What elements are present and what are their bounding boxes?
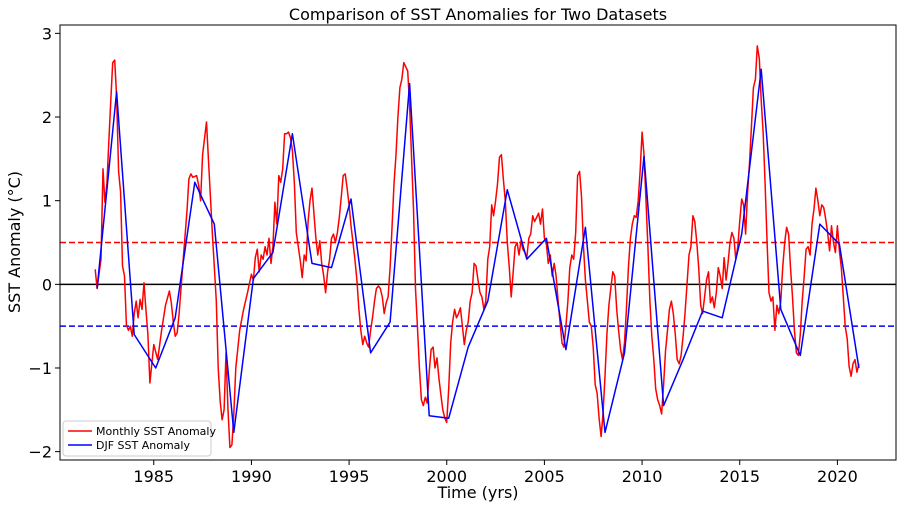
y-axis-label: SST Anomaly (°C) xyxy=(5,171,24,313)
plot-frame xyxy=(59,24,897,461)
series-line-djf-sst-anomaly xyxy=(96,68,860,434)
x-tick-label: 2020 xyxy=(817,467,858,486)
chart-title: Comparison of SST Anomalies for Two Data… xyxy=(289,5,667,24)
y-tick-label: 0 xyxy=(42,275,52,294)
legend: Monthly SST Anomaly DJF SST Anomaly xyxy=(62,420,216,457)
x-tick-label: 2005 xyxy=(524,467,565,486)
y-axis: −2 −1 0 1 2 3 xyxy=(28,24,60,462)
x-tick-label: 2000 xyxy=(426,467,467,486)
y-tick-label: 2 xyxy=(42,108,52,127)
y-tick-label: 1 xyxy=(42,192,52,211)
plot-area xyxy=(59,24,897,461)
x-tick-label: 2010 xyxy=(622,467,663,486)
x-axis: 1985 1990 1995 2000 2005 2010 2015 2020 xyxy=(133,460,858,486)
x-axis-label: Time (yrs) xyxy=(436,483,518,502)
legend-label-monthly: Monthly SST Anomaly xyxy=(96,425,216,438)
y-tick-label: −2 xyxy=(28,443,52,462)
x-tick-label: 2015 xyxy=(719,467,760,486)
y-tick-label: −1 xyxy=(28,359,52,378)
y-tick-label: 3 xyxy=(42,24,52,43)
legend-label-djf: DJF SST Anomaly xyxy=(96,439,190,452)
x-tick-label: 1985 xyxy=(133,467,174,486)
x-tick-label: 1990 xyxy=(231,467,272,486)
legend-box xyxy=(62,420,212,457)
series-lines xyxy=(94,45,860,449)
x-tick-label: 1995 xyxy=(329,467,370,486)
